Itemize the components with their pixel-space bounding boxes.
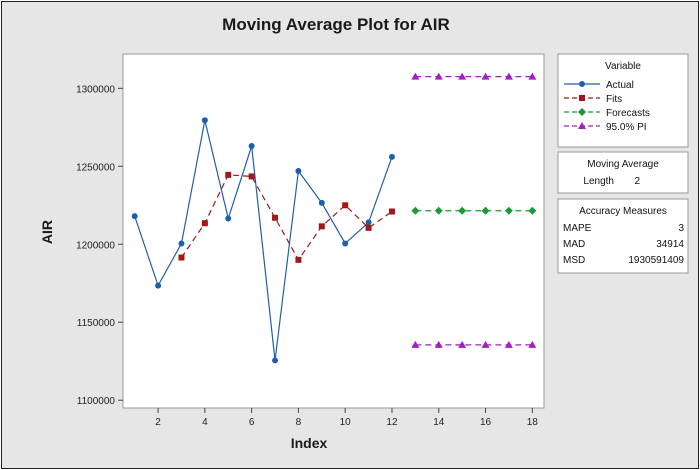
fits-point bbox=[201, 220, 208, 227]
chart-title: Moving Average Plot for AIR bbox=[222, 15, 450, 34]
fits-point bbox=[388, 208, 395, 215]
legend-label-actual: Actual bbox=[606, 80, 634, 91]
fits-line bbox=[180, 174, 393, 261]
legend-label-forecasts: Forecasts bbox=[606, 108, 650, 119]
95-0-pi-lower-point bbox=[504, 340, 513, 348]
fits-point bbox=[295, 256, 302, 263]
y-tick-label: 1150000 bbox=[77, 318, 116, 329]
accuracy-mad-value: 34914 bbox=[656, 239, 684, 250]
95-0-pi-lower-point bbox=[458, 340, 467, 348]
95-0-pi-lower-point bbox=[434, 340, 443, 348]
y-axis: 1100000 1150000 1200000 1250000 1300000 bbox=[76, 84, 123, 407]
actual-line bbox=[134, 120, 393, 361]
95-0-pi-point bbox=[434, 72, 443, 80]
fits-point bbox=[365, 224, 372, 231]
x-tick-label: 6 bbox=[249, 417, 255, 428]
x-tick-label: 10 bbox=[340, 417, 352, 428]
actual-point bbox=[178, 240, 185, 247]
legend-marker-forecasts bbox=[578, 108, 586, 116]
fits-point bbox=[248, 173, 255, 180]
moving-average-box: Moving Average Length 2 bbox=[557, 151, 689, 194]
legend-items: Actual Fits Forecasts 95.0% PI bbox=[564, 80, 650, 133]
actual-point bbox=[388, 153, 395, 160]
moving-average-length-label: Length bbox=[583, 176, 614, 187]
accuracy-mape-value: 3 bbox=[678, 223, 684, 234]
y-tick-label: 1250000 bbox=[76, 162, 115, 173]
x-tick-label: 16 bbox=[480, 417, 492, 428]
forecasts-point bbox=[434, 206, 443, 215]
forecasts-point bbox=[481, 206, 490, 215]
x-axis: 2 4 6 8 10 12 14 16 18 bbox=[155, 408, 538, 428]
legend-marker-fits bbox=[579, 95, 585, 101]
forecasts-point bbox=[504, 206, 513, 215]
accuracy-measures-border bbox=[557, 198, 689, 274]
legend-title: Variable bbox=[605, 61, 641, 72]
fits-point bbox=[225, 171, 232, 178]
x-tick-label: 8 bbox=[296, 417, 302, 428]
fits-point bbox=[318, 223, 325, 230]
95-0-pi-lower-point bbox=[481, 340, 490, 348]
forecasts-point bbox=[458, 206, 467, 215]
x-tick-label: 12 bbox=[386, 417, 398, 428]
x-tick-label: 14 bbox=[433, 417, 445, 428]
x-tick-label: 2 bbox=[155, 417, 161, 428]
accuracy-msd-value: 1930591409 bbox=[628, 255, 684, 266]
actual-point bbox=[272, 357, 279, 364]
accuracy-mape-label: MAPE bbox=[563, 223, 592, 234]
actual-point bbox=[342, 240, 349, 247]
y-tick-label: 1100000 bbox=[77, 396, 116, 407]
legend-marker-95-0-pi bbox=[578, 122, 586, 129]
actual-point bbox=[295, 167, 302, 174]
actual-point bbox=[225, 215, 232, 222]
y-axis-label: AIR bbox=[39, 220, 55, 244]
actual-point bbox=[131, 213, 138, 220]
moving-average-length-value: 2 bbox=[634, 176, 640, 187]
95-0-pi-lower-point bbox=[411, 340, 420, 348]
x-tick-label: 4 bbox=[202, 417, 208, 428]
95-0-pi-lower-point bbox=[528, 340, 537, 348]
legend-box: Variable Actual Fits Forecasts 95.0% PI bbox=[557, 53, 689, 148]
legend-marker-actual bbox=[579, 81, 585, 87]
95-0-pi-point bbox=[458, 72, 467, 80]
y-tick-label: 1200000 bbox=[76, 240, 115, 251]
y-tick-label: 1300000 bbox=[76, 84, 115, 95]
actual-point bbox=[365, 219, 372, 226]
actual-point bbox=[248, 143, 255, 150]
series-group bbox=[131, 72, 537, 364]
95-0-pi-point bbox=[504, 72, 513, 80]
plot-area bbox=[122, 53, 545, 409]
forecasts-point bbox=[528, 206, 537, 215]
moving-average-border bbox=[557, 151, 689, 194]
accuracy-measures-title: Accuracy Measures bbox=[579, 206, 667, 217]
fits-point bbox=[178, 254, 185, 261]
fits-point bbox=[342, 202, 349, 209]
legend-label-fits: Fits bbox=[606, 94, 622, 105]
actual-point bbox=[155, 282, 162, 289]
forecasts-point bbox=[411, 206, 420, 215]
95-0-pi-point bbox=[481, 72, 490, 80]
moving-average-title: Moving Average bbox=[587, 159, 659, 170]
fits-point bbox=[272, 214, 279, 221]
95-0-pi-point bbox=[528, 72, 537, 80]
x-tick-label: 18 bbox=[527, 417, 539, 428]
x-axis-label: Index bbox=[291, 435, 328, 451]
legend-label-95-0-pi: 95.0% PI bbox=[606, 122, 647, 133]
95-0-pi-point bbox=[411, 72, 420, 80]
accuracy-msd-label: MSD bbox=[563, 255, 585, 266]
accuracy-mad-label: MAD bbox=[563, 239, 585, 250]
actual-point bbox=[201, 117, 208, 124]
accuracy-measures-box: Accuracy Measures MAPE 3 MAD 34914 MSD 1… bbox=[557, 198, 689, 274]
actual-point bbox=[318, 199, 325, 206]
